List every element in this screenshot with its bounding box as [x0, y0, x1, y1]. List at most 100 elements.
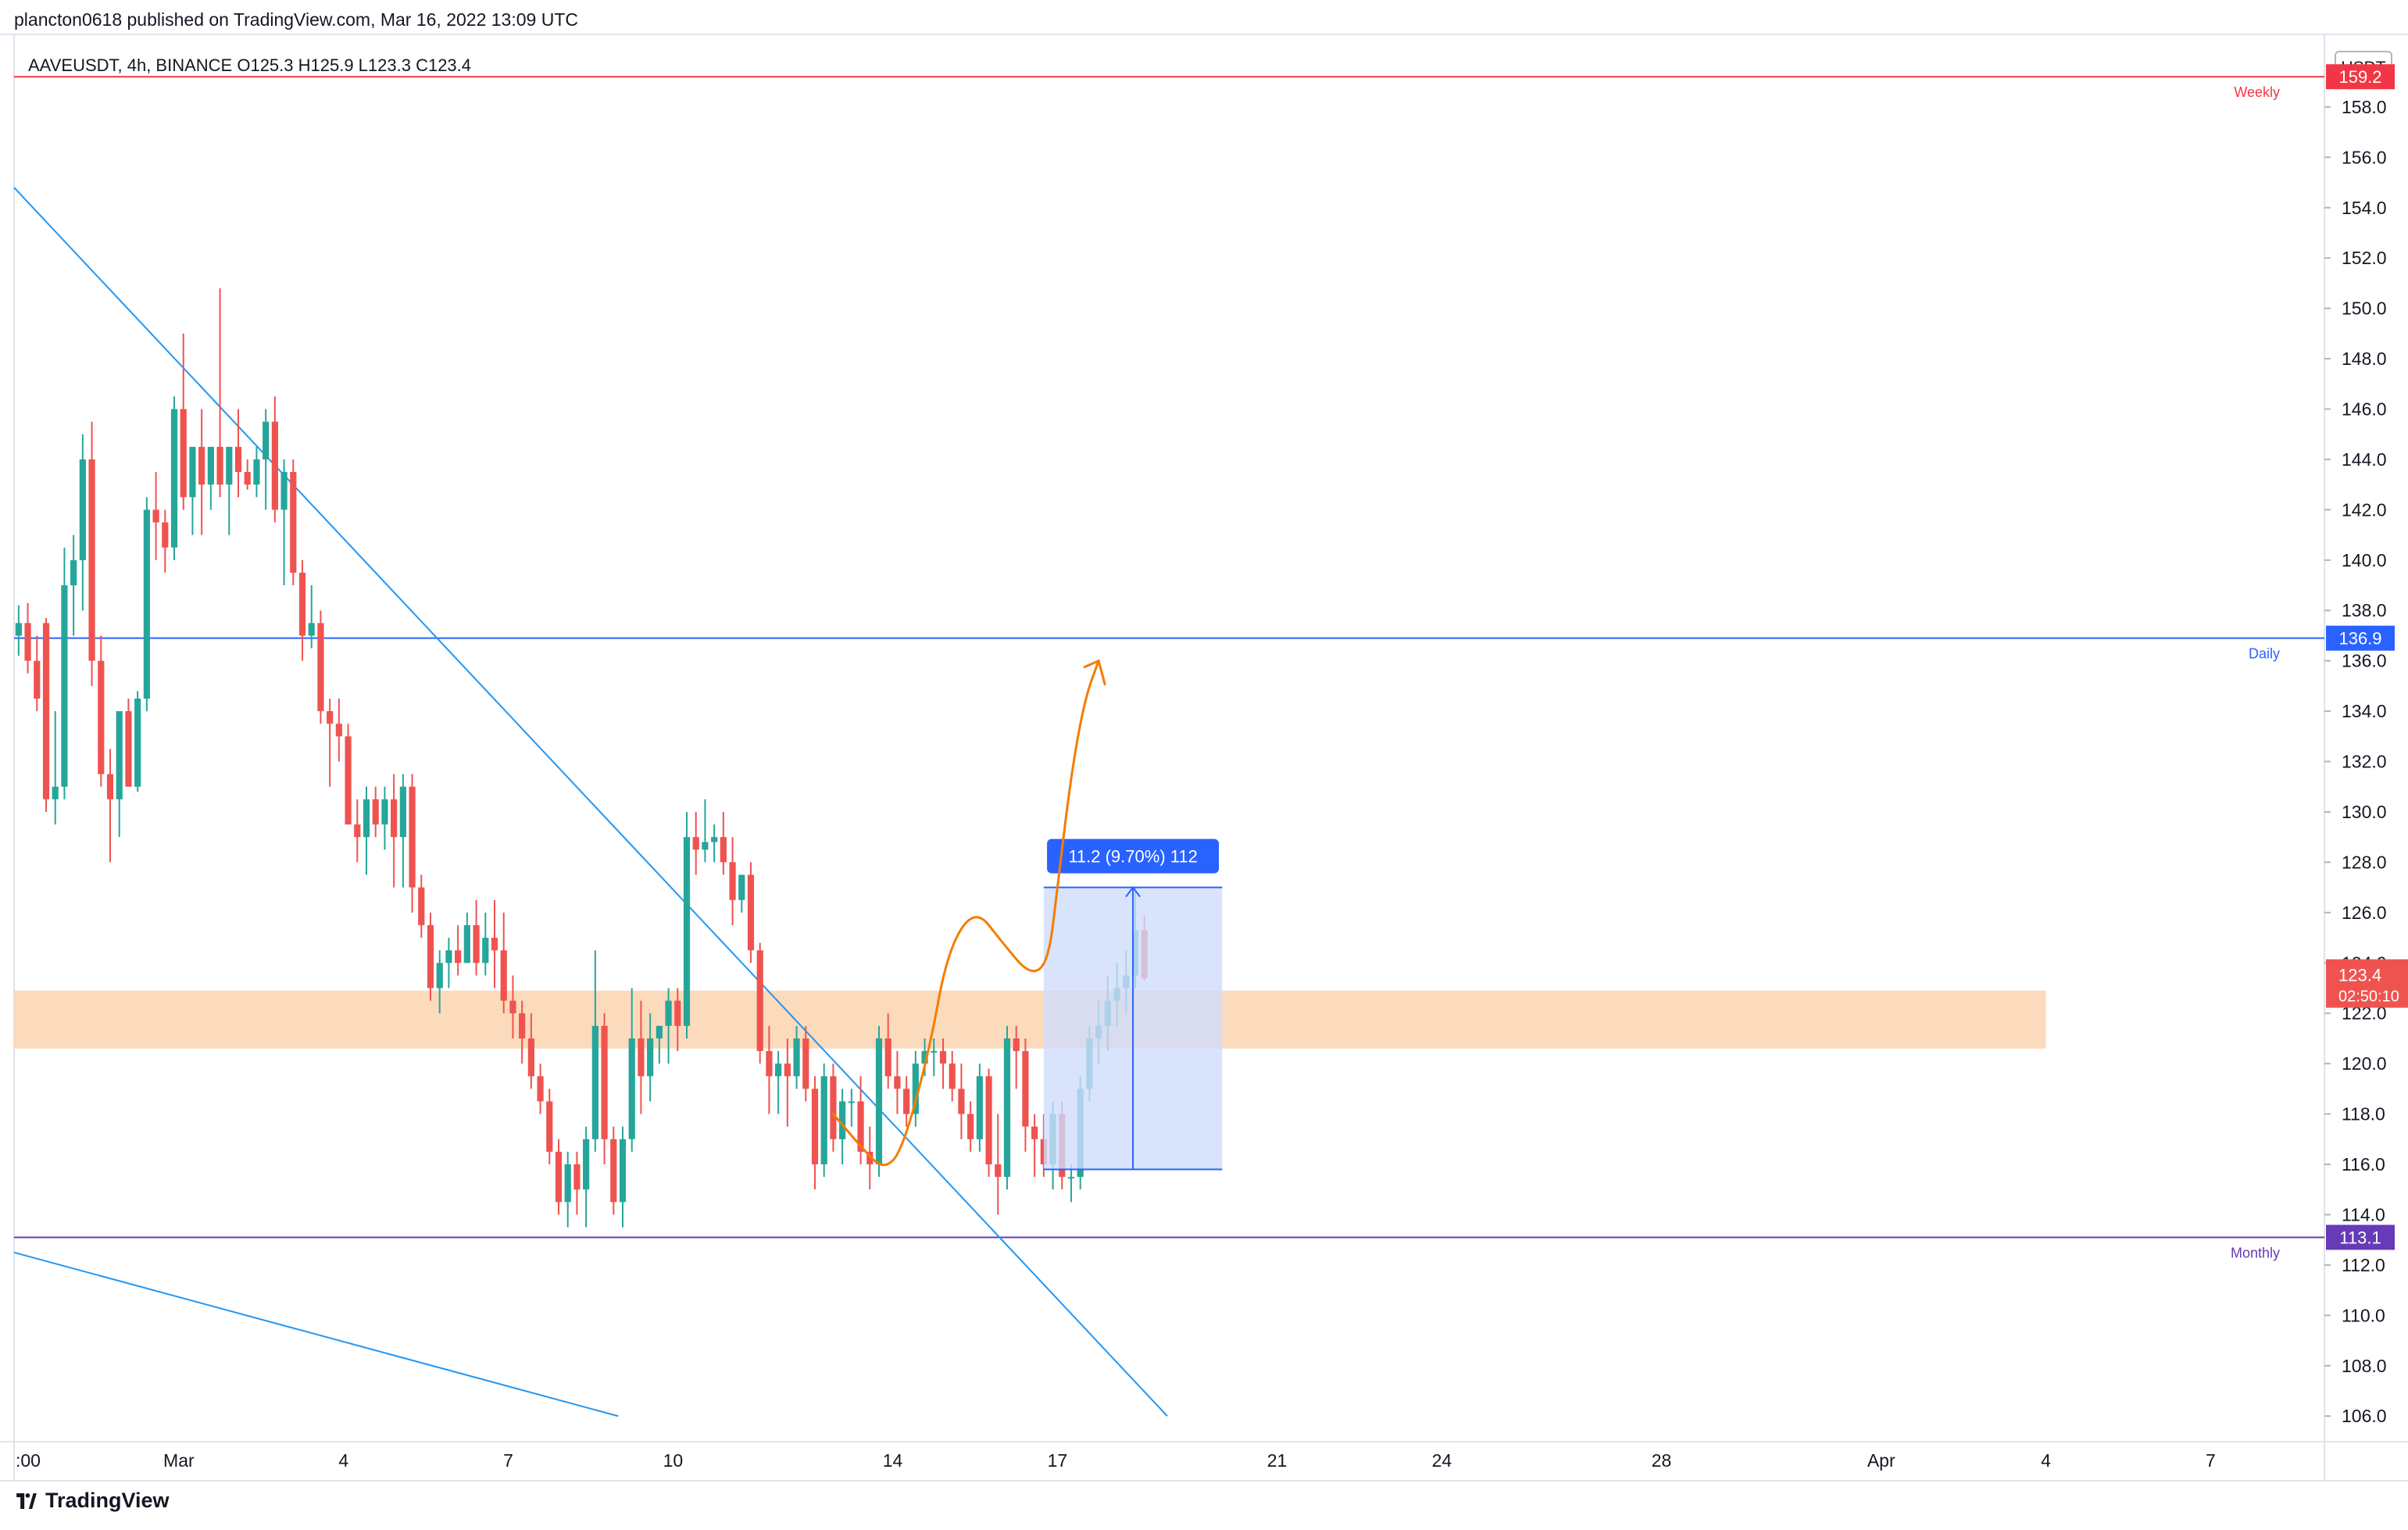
candle — [189, 446, 196, 535]
candle-body — [573, 1164, 581, 1190]
candle-body — [830, 1076, 837, 1139]
candle — [811, 1076, 819, 1190]
price-tick-label: 158.0 — [2342, 97, 2387, 117]
candles-group — [15, 288, 1148, 1228]
candle — [793, 1025, 800, 1089]
candle — [1013, 1025, 1020, 1089]
candle-body — [1067, 1177, 1075, 1179]
candle — [820, 1063, 827, 1178]
candle — [226, 446, 233, 535]
candle — [573, 1151, 581, 1215]
trendline-1 — [13, 187, 1168, 1417]
candle — [391, 774, 398, 888]
candle-body — [1003, 1038, 1011, 1178]
candle-body — [1013, 1038, 1020, 1052]
candle — [143, 497, 150, 712]
candle — [436, 950, 443, 1013]
monthly-price-badge — [2326, 1224, 2395, 1250]
price-tick-label: 128.0 — [2342, 852, 2387, 872]
candle-body — [985, 1076, 992, 1165]
projection-path — [831, 660, 1100, 1167]
candle — [327, 699, 334, 787]
candle-body — [253, 459, 260, 485]
weekly-level-label: Weekly — [2234, 84, 2280, 100]
candle-body — [298, 572, 306, 636]
candle — [280, 459, 288, 586]
candle-body — [482, 938, 489, 963]
candle — [857, 1076, 864, 1165]
time-tick-label: Apr — [1867, 1450, 1895, 1471]
price-tick-label: 116.0 — [2342, 1154, 2385, 1174]
candle-body — [1031, 1126, 1038, 1139]
candle — [720, 811, 727, 875]
price-tick-label: 146.0 — [2342, 399, 2387, 419]
price-tick-label: 142.0 — [2342, 499, 2387, 520]
tradingview-logo-icon — [16, 1492, 37, 1509]
candle — [42, 617, 50, 812]
candle-body — [327, 711, 334, 724]
candle-body — [903, 1089, 910, 1114]
candle — [445, 938, 452, 988]
candle-body — [263, 421, 270, 459]
candle-body — [875, 1038, 883, 1165]
candle-body — [949, 1063, 956, 1089]
daily-price-badge — [2326, 625, 2395, 651]
candle — [583, 1126, 590, 1228]
candle — [894, 1051, 901, 1114]
candle — [738, 874, 745, 913]
candle — [308, 585, 315, 649]
measure-label-box — [1047, 838, 1220, 874]
candle-body — [665, 1000, 672, 1026]
candle-body — [509, 1000, 516, 1013]
candle — [939, 1038, 947, 1089]
price-tick-label: 140.0 — [2342, 550, 2387, 570]
candle-body — [189, 446, 196, 498]
candle-body — [555, 1151, 563, 1203]
candle — [463, 912, 470, 963]
candle — [509, 975, 516, 1038]
candle — [949, 1051, 956, 1102]
candle — [638, 1000, 645, 1114]
candle-body — [537, 1076, 544, 1102]
candle-body — [271, 421, 278, 510]
candle — [399, 774, 406, 888]
candle — [298, 559, 306, 661]
price-tick-label: 138.0 — [2342, 600, 2387, 620]
candle-body — [756, 950, 763, 1052]
candle — [263, 409, 270, 510]
daily-level-label: Daily — [2249, 646, 2280, 662]
candle-body — [61, 585, 68, 787]
candle-body — [106, 774, 114, 799]
candle — [372, 786, 379, 838]
candle-body — [967, 1114, 974, 1139]
candle — [354, 799, 361, 863]
candle — [527, 1013, 534, 1089]
candle-body — [884, 1038, 891, 1077]
candle-body — [391, 799, 398, 838]
candle-body — [610, 1139, 617, 1203]
candle-body — [976, 1076, 983, 1139]
candle — [848, 1089, 855, 1127]
candle-body — [491, 938, 498, 951]
candle-body — [134, 699, 141, 787]
tradingview-branding[interactable]: TradingView — [16, 1489, 170, 1513]
candle-body — [180, 409, 187, 498]
candle-body — [656, 1025, 663, 1038]
candle-body — [52, 786, 59, 799]
candle-body — [720, 837, 727, 863]
candle — [619, 1126, 627, 1228]
candle — [106, 749, 114, 863]
candle-body — [729, 862, 736, 900]
candle-body — [234, 446, 242, 473]
candle — [409, 774, 416, 913]
candle-body — [692, 837, 699, 850]
candle — [52, 711, 59, 825]
candle — [134, 691, 141, 792]
candle — [363, 786, 370, 875]
candle-body — [619, 1139, 627, 1203]
candle — [866, 1126, 874, 1190]
candle — [116, 711, 123, 838]
candle-body — [409, 786, 416, 888]
price-tick-label: 134.0 — [2342, 701, 2387, 721]
